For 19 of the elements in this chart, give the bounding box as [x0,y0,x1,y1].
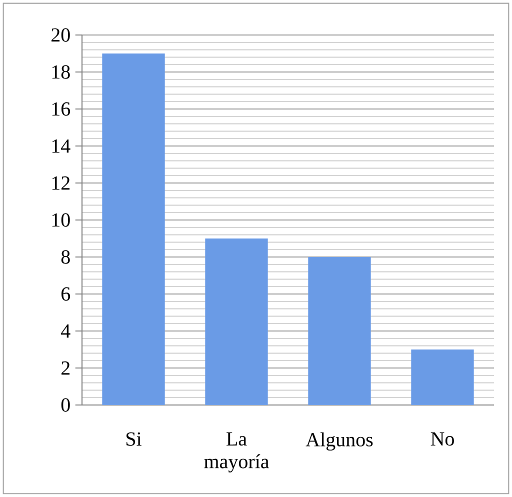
x-tick-label: No [430,432,454,446]
y-tick-label: 8 [61,250,70,264]
bar [205,238,268,405]
y-tick-label: 16 [52,102,70,116]
bar [411,349,474,405]
y-tick-label: 12 [52,176,70,190]
y-tick-label: 18 [52,65,70,79]
bar [102,54,165,405]
y-tick-label: 20 [52,28,70,42]
y-tick-label: 2 [62,361,70,375]
y-tick-label: 14 [52,139,70,153]
bar [308,256,371,405]
y-tick-label: 4 [61,324,70,338]
x-tick-label: Algunos [306,432,373,451]
x-tick-label: La mayoría [204,432,269,472]
y-tick-label: 0 [61,398,70,412]
y-tick-label: 6 [61,287,70,301]
x-tick-label: Si [126,432,142,446]
y-tick-label: 10 [52,213,70,227]
